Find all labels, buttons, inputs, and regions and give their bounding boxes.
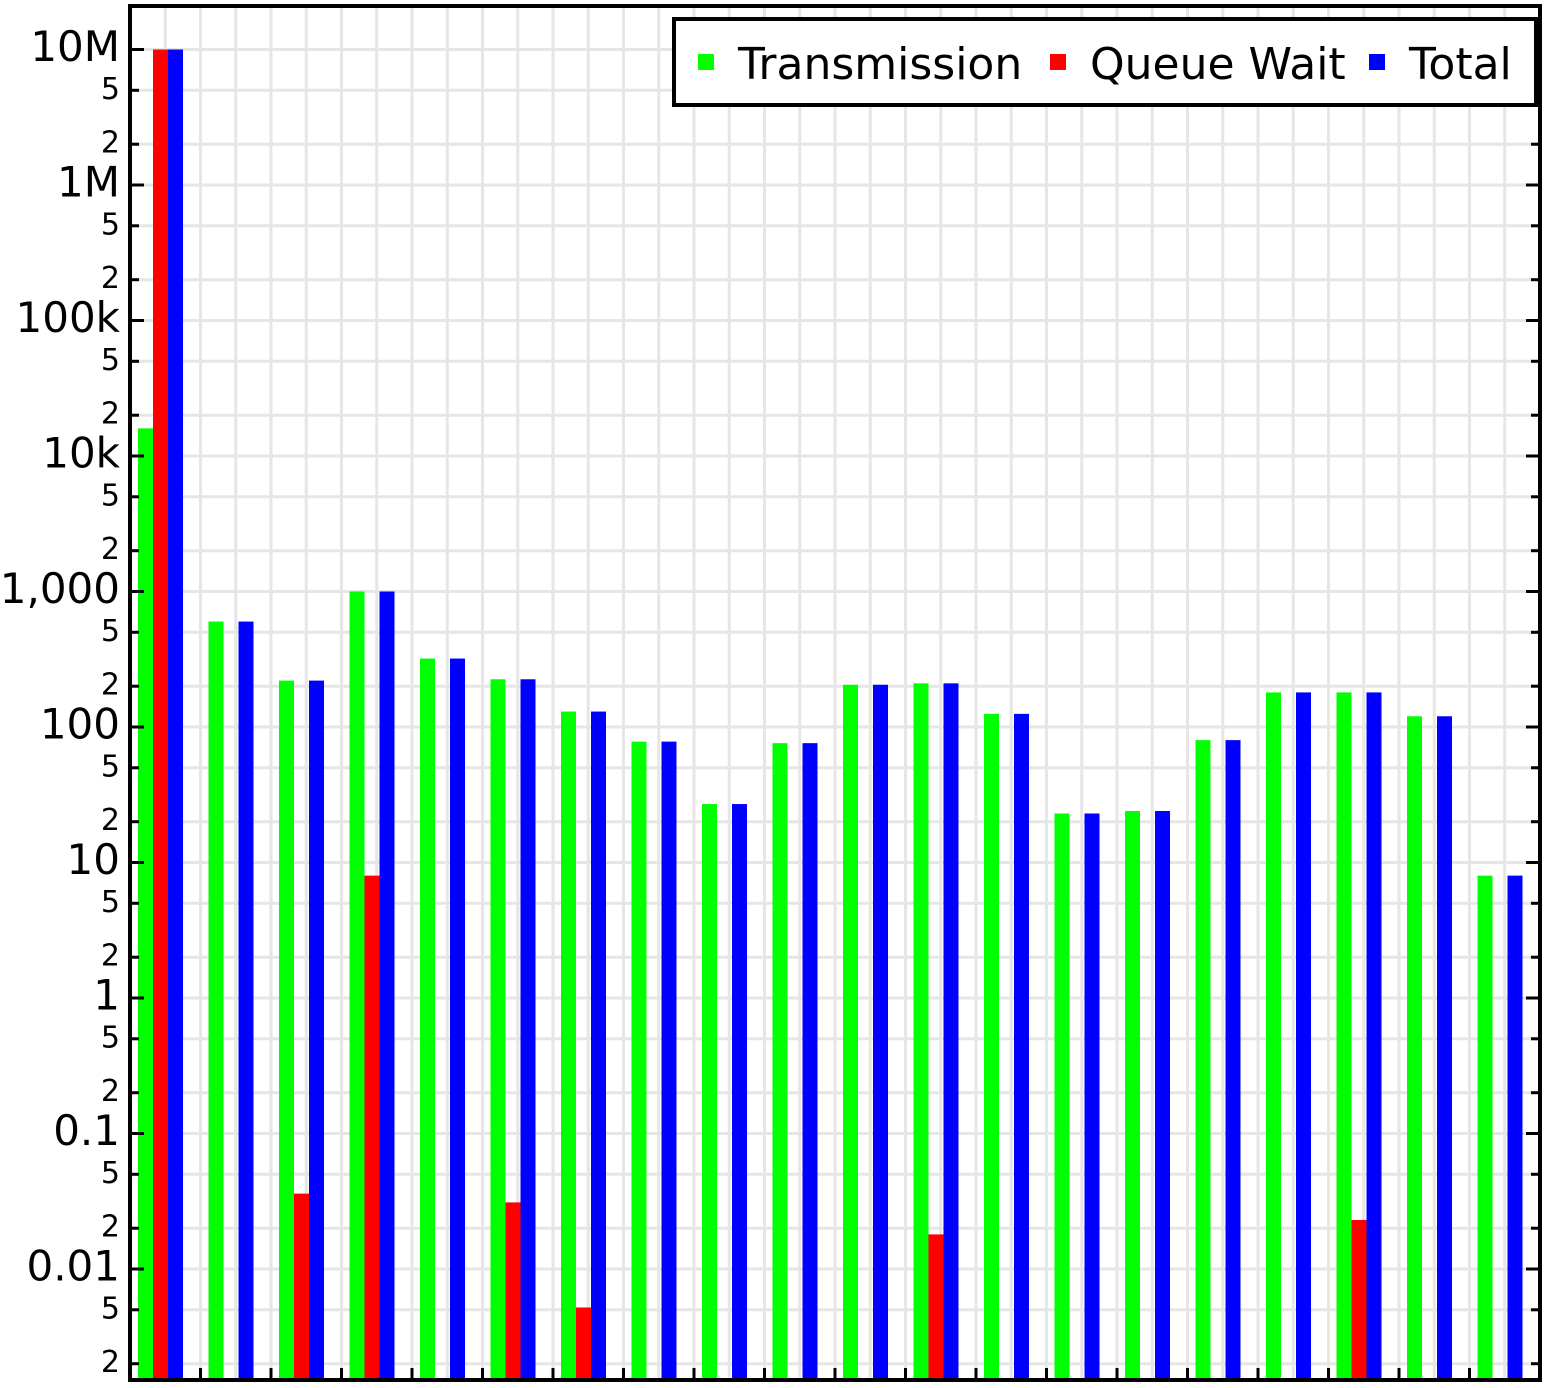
bar-transmission-10 [772,743,788,1380]
bar-total-10 [802,743,818,1380]
y-tick-label-minor: 5 [101,72,120,107]
bar-queue-wait-3 [294,1193,309,1380]
bar-transmission-14 [1054,813,1070,1380]
legend-swatch-queue-wait [1050,54,1066,70]
bar-queue-wait-7 [576,1307,591,1380]
bar-total-4 [379,591,395,1380]
legend-label-total: Total [1408,39,1512,90]
bar-total-16 [1225,740,1241,1380]
bar-total-19 [1437,716,1452,1380]
bar-total-2 [238,621,254,1380]
bar-queue-wait-12 [928,1234,944,1380]
bar-total-12 [943,683,959,1380]
y-tick-label-minor: 5 [101,1291,120,1326]
bar-total-9 [732,804,747,1380]
bar-transmission-9 [702,804,717,1380]
y-tick-label-major: 1,000 [0,564,120,613]
y-tick-label-major: 100 [40,700,120,749]
bar-transmission-11 [843,684,858,1380]
bar-transmission-16 [1195,740,1211,1380]
y-tick-label-major: 10k [42,429,120,478]
y-tick-label-minor: 2 [101,1074,120,1109]
y-tick-label-major: 1M [57,158,120,207]
bar-total-3 [309,680,324,1380]
bar-transmission-8 [631,741,647,1380]
bar-total-5 [450,658,465,1380]
y-tick-label-minor: 5 [101,1156,120,1191]
y-tick-label-minor: 2 [101,1345,120,1380]
y-tick-label-minor: 5 [101,749,120,784]
bar-transmission-4 [349,591,365,1380]
bar-transmission-18 [1336,692,1352,1380]
legend-label-queue-wait: Queue Wait [1090,39,1346,90]
y-tick-label-major: 10M [30,22,120,71]
bar-total-1 [168,49,183,1380]
legend-frame [672,17,1538,107]
bar-transmission-17 [1266,692,1281,1380]
bar-total-18 [1366,692,1382,1380]
bar-total-6 [520,679,536,1380]
bar-queue-wait-1 [153,49,168,1380]
bar-total-17 [1296,692,1311,1380]
bar-transmission-2 [208,621,224,1380]
bar-total-8 [661,741,677,1380]
grid [128,6,1542,1380]
bar-total-14 [1084,813,1100,1380]
y-tick-label-minor: 5 [101,478,120,513]
y-tick-label-major: 100k [16,293,121,342]
legend-swatch-total [1369,54,1385,70]
bars [138,49,1523,1380]
y-tick-label-minor: 2 [101,261,120,296]
y-tick-label-minor: 5 [101,343,120,378]
y-tick-label-minor: 2 [101,126,120,161]
y-tick-label-minor: 5 [101,885,120,920]
y-tick-label-minor: 2 [101,803,120,838]
bar-total-11 [873,684,888,1380]
y-tick-label-minor: 2 [101,1210,120,1245]
y-tick-label-major: 1 [93,971,120,1020]
bar-total-7 [591,711,606,1380]
bar-transmission-20 [1477,875,1493,1380]
bar-transmission-19 [1407,716,1422,1380]
y-tick-label-minor: 5 [101,1020,120,1055]
y-tick-label-major: 10 [67,835,120,884]
bar-transmission-7 [561,711,576,1380]
bar-transmission-5 [420,658,435,1380]
y-tick-label-minor: 2 [101,939,120,974]
y-tick-label-minor: 2 [101,532,120,567]
y-tick-label-minor: 5 [101,207,120,242]
legend: Transmission Queue Wait Total [672,17,1538,107]
y-tick-label-minor: 5 [101,614,120,649]
y-tick-label-minor: 2 [101,668,120,703]
legend-swatch-transmission [698,54,714,70]
bar-transmission-6 [490,679,506,1380]
bar-total-15 [1155,810,1170,1380]
ticks: 10M1M100k10k1,0001001010.10.015252525252… [0,22,1542,1380]
bar-total-13 [1014,713,1029,1380]
bar-total-20 [1507,875,1523,1380]
bar-queue-wait-18 [1351,1219,1367,1380]
bar-transmission-1 [138,428,153,1380]
bar-queue-wait-6 [505,1202,521,1380]
bar-transmission-12 [913,683,929,1380]
bar-transmission-3 [279,680,294,1380]
y-tick-label-minor: 2 [101,397,120,432]
bar-transmission-15 [1125,810,1140,1380]
bar-queue-wait-4 [364,875,380,1380]
bar-transmission-13 [984,713,999,1380]
legend-label-transmission: Transmission [737,39,1022,90]
y-tick-label-major: 0.1 [53,1106,120,1155]
y-tick-label-major: 0.01 [26,1242,120,1291]
